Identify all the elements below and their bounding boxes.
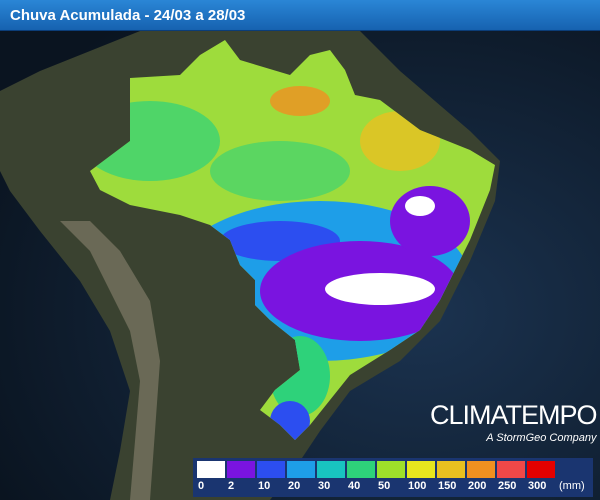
legend-label: 100 bbox=[408, 480, 427, 492]
legend-label: 150 bbox=[438, 480, 457, 492]
legend-swatch bbox=[377, 461, 405, 478]
legend-label: 250 bbox=[498, 480, 517, 492]
legend-swatch bbox=[467, 461, 495, 478]
legend-swatch bbox=[497, 461, 525, 478]
legend-label: 2 bbox=[228, 480, 235, 492]
legend-label: 300 bbox=[528, 480, 547, 492]
legend: (mm) 0 2 10 20 30 40 50 100 150 200 250 300 bbox=[193, 458, 593, 497]
legend-swatch bbox=[527, 461, 555, 478]
legend-swatch bbox=[197, 461, 225, 478]
legend-label: 0 bbox=[198, 480, 205, 492]
logo-tagline: A StormGeo Company bbox=[486, 432, 597, 444]
map bbox=[0, 31, 600, 500]
legend-label: 30 bbox=[318, 480, 331, 492]
legend-swatch bbox=[407, 461, 435, 478]
legend-swatch bbox=[347, 461, 375, 478]
legend-unit: (mm) bbox=[559, 480, 585, 492]
legend-label: 10 bbox=[258, 480, 271, 492]
legend-swatch bbox=[257, 461, 285, 478]
legend-swatch bbox=[437, 461, 465, 478]
legend-label: 200 bbox=[468, 480, 487, 492]
legend-label: 20 bbox=[288, 480, 301, 492]
legend-label: 50 bbox=[378, 480, 391, 492]
legend-label: 40 bbox=[348, 480, 361, 492]
logo: CLIMATEMPO A StormGeo Company bbox=[430, 400, 598, 444]
legend-swatch bbox=[317, 461, 345, 478]
legend-swatch bbox=[227, 461, 255, 478]
title: Chuva Acumulada - 24/03 a 28/03 bbox=[10, 7, 246, 24]
legend-swatch bbox=[287, 461, 315, 478]
logo-name: CLIMATEMPO bbox=[430, 400, 598, 430]
title-bar: Chuva Acumulada - 24/03 a 28/03 bbox=[0, 0, 600, 31]
